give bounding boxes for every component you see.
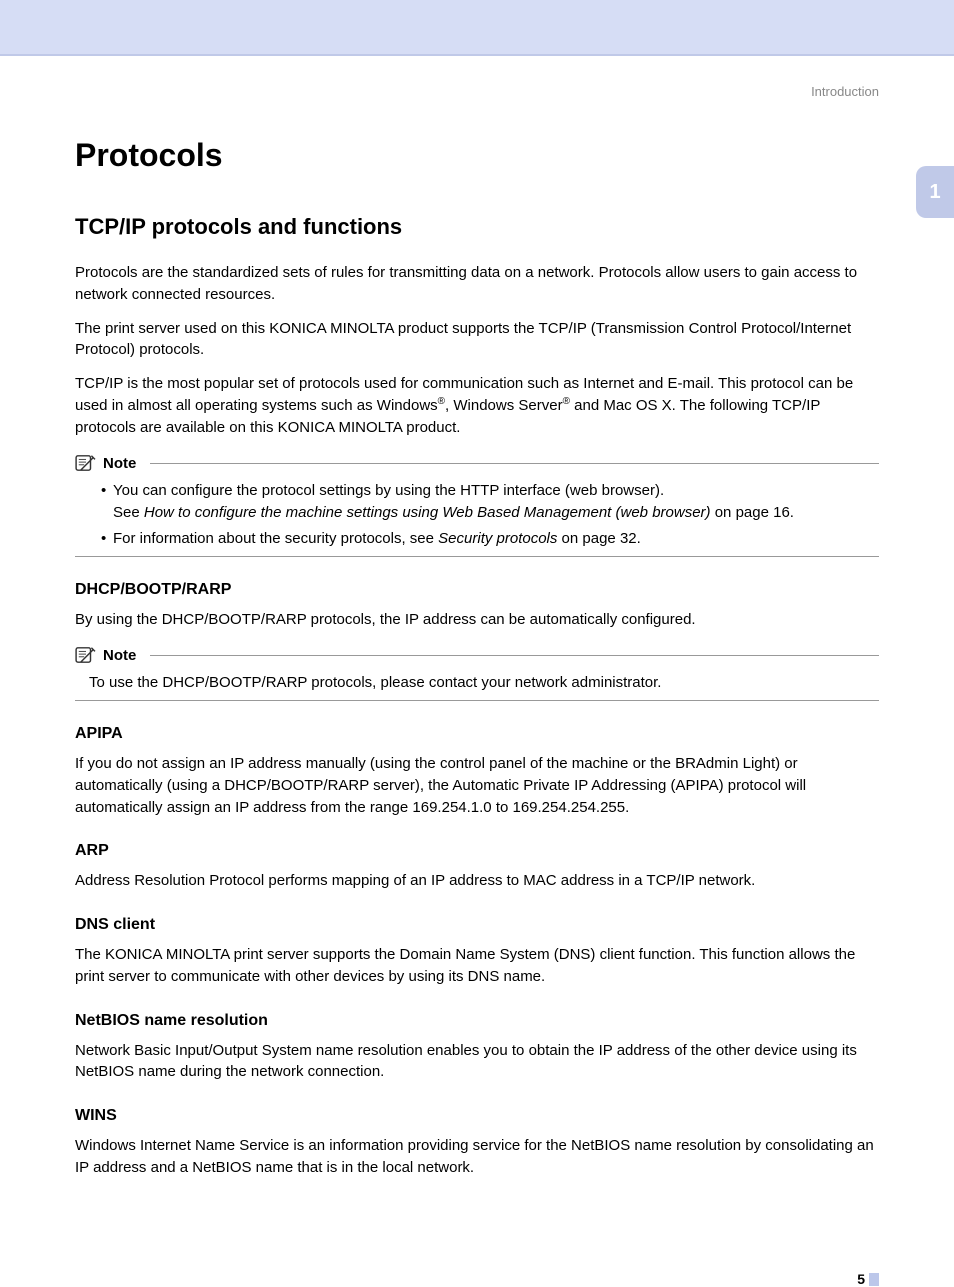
note-bullet-1-pre: See (113, 504, 144, 521)
heading-dns: DNS client (75, 916, 879, 934)
heading-apipa: APIPA (75, 725, 879, 743)
body-arp: Address Resolution Protocol performs map… (75, 870, 879, 892)
note-header: Note (75, 454, 879, 472)
body-netbios: Network Basic Input/Output System name r… (75, 1040, 879, 1084)
intro-paragraph-2: The print server used on this KONICA MIN… (75, 318, 879, 362)
heading-netbios: NetBIOS name resolution (75, 1012, 879, 1030)
registered-mark: ® (563, 396, 570, 407)
registered-mark: ® (438, 396, 445, 407)
heading-dhcp: DHCP/BOOTP/RARP (75, 581, 879, 599)
note-close-rule (75, 556, 879, 557)
chapter-number: 1 (929, 181, 940, 204)
section-heading-tcpip: TCP/IP protocols and functions (75, 214, 879, 240)
intro-paragraph-3: TCP/IP is the most popular set of protoc… (75, 373, 879, 438)
page-accent (869, 1273, 879, 1286)
note-icon (75, 646, 97, 664)
note-rule (150, 655, 879, 656)
page-footer: 5 (0, 1271, 954, 1287)
intro-paragraph-1: Protocols are the standardized sets of r… (75, 262, 879, 306)
section-breadcrumb: Introduction (0, 56, 954, 99)
chapter-tab: 1 (916, 166, 954, 218)
note-bullet-1: You can configure the protocol settings … (101, 480, 879, 524)
note-label: Note (103, 647, 136, 664)
note-rule (150, 463, 879, 464)
body-wins: Windows Internet Name Service is an info… (75, 1135, 879, 1179)
note-body: To use the DHCP/BOOTP/RARP protocols, pl… (75, 672, 879, 694)
note-crossref-2[interactable]: Security protocols (438, 530, 557, 547)
heading-arp: ARP (75, 842, 879, 860)
note-body: You can configure the protocol settings … (75, 480, 879, 549)
note-bullet-2: For information about the security proto… (101, 528, 879, 550)
note-bullet-2-post: on page 32. (557, 530, 640, 547)
note-text: To use the DHCP/BOOTP/RARP protocols, pl… (89, 672, 879, 694)
note-crossref-1[interactable]: How to configure the machine settings us… (144, 504, 711, 521)
page-title: Protocols (75, 137, 879, 174)
body-dhcp: By using the DHCP/BOOTP/RARP protocols, … (75, 609, 879, 631)
note-bullet-1-line1: You can configure the protocol settings … (113, 482, 664, 499)
top-header-band (0, 0, 954, 54)
body-dns: The KONICA MINOLTA print server supports… (75, 944, 879, 988)
heading-wins: WINS (75, 1107, 879, 1125)
note-header: Note (75, 646, 879, 664)
note-label: Note (103, 455, 136, 472)
note-icon (75, 454, 97, 472)
intro-p3-part-b: , Windows Server (445, 397, 563, 414)
note-bullet-1-post: on page 16. (711, 504, 794, 521)
page-number-text: 5 (857, 1271, 865, 1287)
body-apipa: If you do not assign an IP address manua… (75, 753, 879, 818)
note-close-rule (75, 700, 879, 701)
page-content: Protocols TCP/IP protocols and functions… (0, 137, 954, 1241)
note-bullet-2-pre: For information about the security proto… (113, 530, 438, 547)
